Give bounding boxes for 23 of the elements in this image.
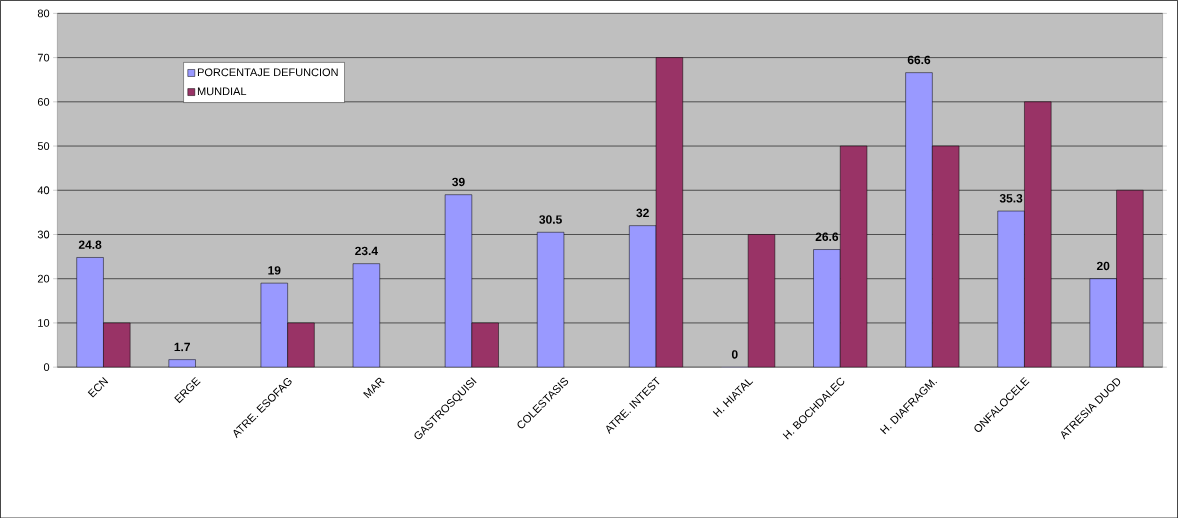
legend-label: MUNDIAL [197, 87, 247, 95]
data-label: 1.7 [174, 342, 190, 351]
y-tick-label: 50 [37, 141, 50, 150]
bar [168, 359, 196, 367]
data-label: 35.3 [999, 193, 1023, 203]
y-tick-label: 10 [38, 318, 50, 327]
data-label: 30.5 [539, 215, 562, 224]
data-label: 66.6 [907, 55, 931, 64]
y-tick-label: 60 [37, 97, 50, 106]
legend-label: PORCENTAJE DEFUNCION [197, 68, 338, 76]
data-label: 23.4 [355, 246, 378, 255]
data-label: 32 [636, 208, 649, 217]
y-tick-label: 20 [37, 274, 50, 283]
y-tick-label: 80 [37, 9, 50, 18]
data-label: 20 [1096, 261, 1110, 270]
y-tick-label: 0 [43, 363, 50, 371]
y-tick-label: 30 [37, 230, 50, 239]
y-tick-label: 40 [37, 186, 50, 194]
data-label: 24.8 [78, 240, 102, 249]
data-label: 19 [268, 265, 281, 275]
y-tick-label: 70 [37, 53, 50, 62]
data-label: 39 [452, 177, 465, 186]
data-label: 0 [731, 349, 738, 359]
